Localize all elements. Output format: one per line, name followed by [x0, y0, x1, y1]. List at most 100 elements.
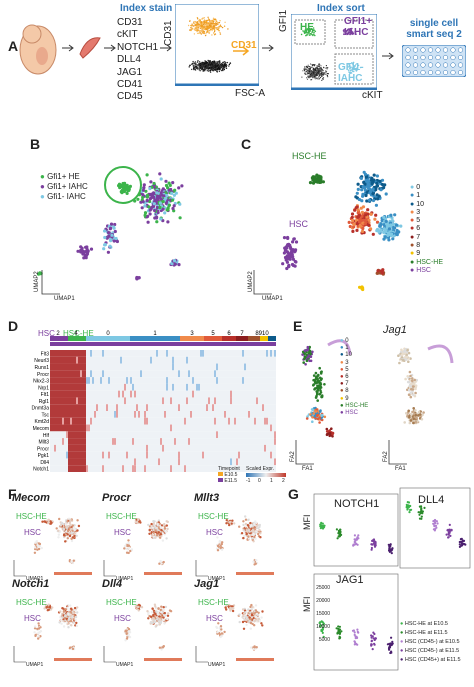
heatmap-cell — [112, 404, 114, 411]
heatmap-cell — [226, 350, 228, 357]
cell-point — [351, 229, 355, 233]
event-point — [303, 68, 305, 70]
event-point — [198, 66, 201, 68]
heatmap-cell — [224, 377, 226, 384]
event-point — [214, 65, 216, 67]
heatmap-cell — [62, 377, 64, 384]
heatmap-cell — [150, 411, 152, 418]
heatmap-cell — [242, 356, 244, 364]
heatmap-cell — [158, 370, 160, 378]
heatmap-cell — [132, 356, 134, 364]
heatmap-cell — [52, 431, 54, 439]
event-point — [346, 32, 348, 35]
heatmap-cell — [118, 370, 120, 378]
heatmap-cell — [158, 465, 160, 472]
heatmap-cell — [272, 350, 274, 357]
heatmap-cell — [190, 411, 192, 418]
heatmap-cell — [100, 417, 102, 425]
heatmap-cell — [248, 363, 250, 371]
heatmap-cell — [100, 370, 102, 378]
heatmap-cell — [60, 444, 62, 452]
heatmap-cell — [122, 370, 124, 378]
event-point — [198, 69, 200, 71]
heatmap-cell — [170, 424, 172, 432]
heatmap-cell — [242, 397, 244, 405]
event-point — [203, 68, 205, 71]
heatmap-cell — [226, 458, 228, 466]
heatmap-cell — [168, 444, 170, 452]
heatmap-cell — [74, 424, 76, 432]
heatmap-cell — [260, 356, 262, 364]
event-point — [307, 71, 309, 73]
heatmap-cell — [258, 363, 260, 371]
heatmap-cell — [192, 383, 194, 391]
heatmap-cell — [88, 370, 90, 378]
cell-point — [293, 264, 297, 268]
heatmap-cell — [138, 431, 140, 439]
heatmap-cell — [182, 424, 184, 432]
heatmap-cell — [128, 444, 130, 452]
heatmap-cell — [258, 411, 260, 418]
plot1-ylabel: CD31 — [163, 20, 174, 46]
heatmap-cell — [140, 350, 142, 357]
cell-point — [294, 248, 298, 252]
event-point — [325, 70, 327, 72]
heatmap-cell — [194, 377, 196, 384]
heatmap-cell — [82, 356, 84, 364]
event-point — [346, 29, 349, 32]
heatmap-cell — [200, 465, 202, 472]
heatmap-cell — [194, 411, 196, 418]
heatmap-cell — [116, 444, 118, 452]
event-point — [207, 31, 210, 33]
heatmap-cell — [56, 377, 58, 384]
event-point — [210, 62, 213, 64]
heatmap-cell — [274, 411, 276, 418]
heatmap-cell — [126, 444, 128, 452]
heatmap-cell — [66, 383, 68, 391]
cell-point — [363, 188, 367, 192]
heatmap-cell — [98, 390, 100, 398]
heatmap-cell — [96, 397, 98, 405]
heatmap-cell — [196, 417, 198, 425]
heatmap-cell — [212, 451, 214, 459]
heatmap-cell — [138, 417, 140, 425]
heatmap-cell — [200, 411, 202, 418]
heatmap-gene-label: Dnmt3a — [31, 406, 49, 412]
heatmap-cell — [150, 363, 152, 371]
heatmap-cell — [64, 458, 66, 466]
heatmap-cell — [242, 424, 244, 432]
cell-point — [282, 236, 287, 240]
cluster-label: 5 — [211, 331, 215, 337]
cell-point — [409, 374, 412, 378]
heatmap-cell — [174, 451, 176, 459]
heatmap-cell — [94, 431, 96, 439]
heatmap-cell — [116, 397, 118, 405]
heatmap-cell — [114, 356, 116, 364]
heatmap-cell — [100, 438, 102, 445]
event-point — [314, 34, 316, 37]
heatmap-cell — [52, 370, 54, 378]
heatmap-cell — [92, 444, 94, 452]
heatmap-cell — [262, 458, 264, 466]
heatmap-cell — [112, 356, 114, 364]
heatmap-cell — [240, 356, 242, 364]
heatmap-cell — [78, 383, 80, 391]
heatmap-cell — [122, 377, 124, 384]
heatmap-cell — [102, 397, 104, 405]
heatmap-cell — [204, 356, 206, 364]
legend-item: ● HSC-HE — [340, 402, 369, 409]
heatmap-cell — [118, 363, 120, 371]
cell-point — [47, 518, 50, 521]
event-point — [218, 25, 220, 28]
cell-point — [358, 224, 362, 228]
heatmap-cell — [156, 431, 158, 439]
event-point — [202, 61, 204, 64]
heatmap-cell — [272, 377, 274, 384]
heatmap-cell — [270, 444, 272, 452]
cluster-bar — [260, 336, 268, 341]
plate-well — [420, 69, 426, 76]
heatmap-cell — [168, 404, 170, 411]
heatmap-cell — [270, 411, 272, 418]
heatmap-cell — [260, 377, 262, 384]
heatmap-cell — [212, 417, 214, 425]
